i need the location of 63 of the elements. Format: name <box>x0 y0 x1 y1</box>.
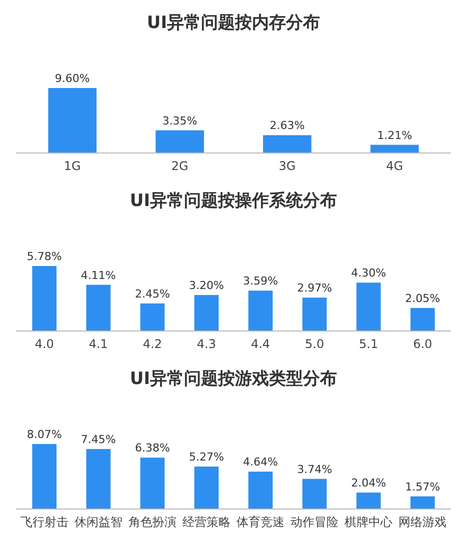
data-label: 1.21% <box>377 128 412 142</box>
chart-title: UI异常问题按内存分布 <box>146 13 320 33</box>
x-tick-label: 飞行射击 <box>20 515 68 529</box>
data-label: 3.35% <box>162 114 198 128</box>
data-label: 1.57% <box>405 480 440 494</box>
bar <box>248 472 273 509</box>
x-tick-label: 棋牌中心 <box>344 515 393 529</box>
x-tick-label: 1G <box>64 159 81 173</box>
bar <box>248 290 273 331</box>
bar <box>140 458 165 509</box>
bar <box>370 144 419 153</box>
chart-title: UI异常问题按游戏类型分布 <box>130 369 338 389</box>
data-label: 4.30% <box>351 266 386 280</box>
x-tick-label: 4.1 <box>88 337 108 351</box>
x-tick-label: 角色扮演 <box>128 515 176 529</box>
data-label: 6.38% <box>134 442 170 455</box>
data-label: 2.45% <box>134 287 170 300</box>
data-label: 7.45% <box>80 432 116 446</box>
bar <box>86 448 111 509</box>
x-tick-label: 4.4 <box>250 337 270 351</box>
x-tick-label: 4.2 <box>142 337 162 351</box>
bar <box>156 130 204 153</box>
bar <box>86 284 111 331</box>
data-label: 9.60% <box>54 72 90 85</box>
x-tick-label: 5.0 <box>305 337 324 351</box>
data-label: 5.27% <box>189 450 224 464</box>
x-tick-label: 2G <box>171 159 188 173</box>
data-label: 2.97% <box>297 282 332 295</box>
data-label: 2.63% <box>270 119 305 132</box>
data-label: 3.59% <box>243 274 278 288</box>
data-label: 3.20% <box>189 279 224 292</box>
bar <box>140 303 165 331</box>
bar <box>410 308 435 331</box>
data-label: 4.11% <box>80 268 116 282</box>
x-tick-label: 经营策略 <box>182 515 230 529</box>
data-label: 2.05% <box>405 292 440 305</box>
bar <box>356 492 381 509</box>
bar <box>410 496 435 509</box>
x-tick-label: 4.3 <box>196 337 216 351</box>
data-label: 2.04% <box>351 476 386 490</box>
x-tick-label: 动作冒险 <box>290 515 339 529</box>
x-tick-label: 4.0 <box>34 337 54 351</box>
bar <box>356 282 381 331</box>
x-tick-label: 3G <box>278 159 296 173</box>
data-label: 8.07% <box>26 428 62 441</box>
bar <box>302 298 327 331</box>
data-label: 4.64% <box>243 456 278 469</box>
bar <box>32 266 57 331</box>
data-label: 5.78% <box>26 250 62 263</box>
bar <box>32 444 57 509</box>
x-tick-label: 5.1 <box>359 337 378 351</box>
data-label: 3.74% <box>297 462 332 476</box>
x-tick-label: 休闲益智 <box>74 515 122 529</box>
bar <box>194 295 219 331</box>
bar <box>194 466 219 509</box>
bar <box>302 478 327 509</box>
x-tick-label: 4G <box>386 159 404 173</box>
bar <box>48 88 97 153</box>
chart-title: UI异常问题按操作系统分布 <box>130 191 338 211</box>
x-tick-label: 网络游戏 <box>398 515 447 529</box>
bar <box>263 135 312 153</box>
x-tick-label: 6.0 <box>413 337 432 351</box>
x-tick-label: 体育竞速 <box>236 515 285 529</box>
